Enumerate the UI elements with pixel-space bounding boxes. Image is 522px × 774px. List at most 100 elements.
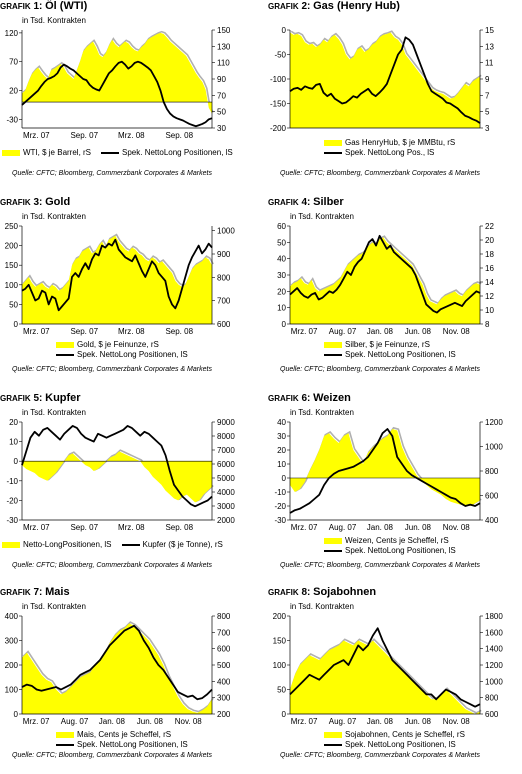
left-tick-label: 0 bbox=[282, 26, 287, 35]
unit-label: in Tsd. Kontrakten bbox=[22, 212, 86, 221]
legend-entry: Spek. NettoLong Positionen, lS bbox=[101, 148, 233, 157]
unit-label: in Tsd. Kontrakten bbox=[290, 212, 354, 221]
chart-panel-3: GRAFIK 3: Gold in Tsd. Kontrakten 0 50 100… bbox=[0, 196, 248, 384]
legend-label: Netto-LongPositionen, lS bbox=[23, 540, 112, 549]
chart-panel-4: GRAFIK 4: Silber in Tsd. Kontrakten 0 10 2… bbox=[268, 196, 516, 384]
x-tick-label: Mrz. 07 bbox=[23, 717, 50, 726]
right-tick-label: 600 bbox=[217, 645, 231, 654]
chart-svg: 0 100 200 300 400 200 300 400 500 600 700 800 Mrz. 0… bbox=[5, 612, 231, 726]
positions-line bbox=[289, 234, 481, 314]
x-tick-label: Sep. 08 bbox=[165, 523, 193, 532]
right-tick-label: 5 bbox=[485, 108, 490, 117]
x-tick-label: Mrz. 08 bbox=[118, 131, 145, 140]
legend-entry: Spek. NettoLong Positionen, lS bbox=[324, 546, 456, 556]
price-area bbox=[290, 237, 480, 324]
right-tick-label: 1000 bbox=[217, 227, 235, 236]
legend: Weizen, Cents je Scheffel, rS Spek. Netto… bbox=[324, 536, 456, 556]
chart-title: GRAFIK 1: Öl (WTI) bbox=[0, 0, 88, 12]
legend-entry: Netto-LongPositionen, lS bbox=[2, 540, 112, 549]
x-tick-label: Jun. 08 bbox=[137, 717, 164, 726]
legend-swatch-area bbox=[324, 341, 342, 348]
chart-title: GRAFIK 4: Silber bbox=[268, 196, 344, 208]
right-tick-label: 8000 bbox=[217, 432, 235, 441]
x-tick-label: Mrz. 08 bbox=[118, 523, 145, 532]
legend-swatch-line bbox=[56, 743, 74, 746]
left-tick-label: 60 bbox=[277, 222, 286, 231]
right-tick-label: 3 bbox=[485, 124, 490, 133]
unit-label: in Tsd. Kontrakten bbox=[22, 408, 86, 417]
right-tick-label: 6000 bbox=[217, 460, 235, 469]
right-tick-label: 900 bbox=[217, 250, 231, 259]
left-tick-label: 100 bbox=[5, 281, 19, 290]
left-tick-label: 100 bbox=[5, 686, 19, 695]
x-tick-label: Mrz. 07 bbox=[291, 717, 318, 726]
right-tick-label: 14 bbox=[485, 278, 494, 287]
left-tick-label: 120 bbox=[5, 29, 19, 38]
price-area bbox=[22, 451, 212, 503]
x-tick-label: Jan. 08 bbox=[367, 327, 394, 336]
price-area bbox=[22, 235, 212, 324]
legend-label: WTI, $ je Barrel, rS bbox=[23, 148, 92, 157]
x-tick-label: Aug. 07 bbox=[329, 523, 357, 532]
chart-title: GRAFIK 7: Mais bbox=[0, 586, 70, 598]
legend-entry: Spek. NettoLong Positionen, lS bbox=[56, 350, 188, 360]
left-tick-label: -10 bbox=[6, 477, 18, 486]
right-tick-label: 5000 bbox=[217, 474, 235, 483]
right-tick-label: 600 bbox=[485, 492, 499, 501]
positions-line bbox=[289, 428, 481, 514]
left-tick-label: 200 bbox=[5, 661, 19, 670]
left-tick-label: 50 bbox=[277, 686, 286, 695]
x-tick-label: Nov. 08 bbox=[443, 327, 471, 336]
chart-svg: -30 -20 -10 0 10 20 2000 3000 4000 5000 6000 7000 80… bbox=[6, 418, 235, 532]
right-tick-label: 90 bbox=[217, 75, 226, 84]
right-tick-label: 2000 bbox=[217, 516, 235, 525]
right-tick-label: 1200 bbox=[485, 418, 503, 427]
legend-swatch-area bbox=[56, 731, 74, 738]
right-tick-label: 1200 bbox=[485, 661, 503, 670]
legend-swatch-area bbox=[56, 341, 74, 348]
price-area bbox=[22, 32, 212, 114]
legend-swatch-line bbox=[324, 151, 342, 154]
legend-entry: Spek. NettoLong Positionen, lS bbox=[56, 740, 188, 750]
chart-panel-1: GRAFIK 1: Öl (WTI) in Tsd. Kontrakten -3… bbox=[0, 0, 248, 188]
right-tick-label: 7 bbox=[485, 91, 490, 100]
legend-label: Spek. NettoLong Positionen, lS bbox=[345, 350, 456, 359]
x-tick-label: Jan. 08 bbox=[99, 717, 126, 726]
right-tick-label: 400 bbox=[485, 516, 499, 525]
left-tick-label: -20 bbox=[6, 496, 18, 505]
x-tick-label: Nov. 08 bbox=[443, 717, 471, 726]
chart-panel-5: GRAFIK 5: Kupfer in Tsd. Kontrakten -30-… bbox=[0, 392, 248, 580]
x-tick-label: Jun. 08 bbox=[405, 523, 432, 532]
left-tick-label: 20 bbox=[277, 287, 286, 296]
chart-svg: -200 -150 -100 -50 0 3 5 7 9 11 13 15 bbox=[270, 26, 494, 133]
right-tick-label: 400 bbox=[217, 677, 231, 686]
legend-label: Spek. NettoLong Positionen, lS bbox=[345, 740, 456, 749]
legend-label: Spek. NettoLong Pos., lS bbox=[345, 148, 435, 157]
legend-entry: Gold, $ je Feinunze, rS bbox=[56, 340, 188, 350]
legend: Sojabohnen, Cents je Scheffel, rS Spek. N… bbox=[324, 730, 465, 750]
chart-panel-8: GRAFIK 8: Sojabohnen in Tsd. Kontrakten … bbox=[268, 586, 516, 774]
left-tick-label: 0 bbox=[282, 474, 287, 483]
legend-swatch-line bbox=[121, 543, 140, 546]
source-note: Quelle: CFTC; Bloomberg, Commerzbank Cor… bbox=[12, 562, 212, 569]
legend: Silber, $ je Feinunze, rS Spek. NettoLong… bbox=[324, 340, 456, 360]
legend-label: Kupfer ($ je Tonne), rS bbox=[142, 540, 223, 549]
left-tick-label: -200 bbox=[270, 124, 287, 133]
legend-swatch-area bbox=[324, 731, 342, 738]
legend-entry: Spek. NettoLong Pos., lS bbox=[324, 148, 455, 158]
price-shadow-line bbox=[22, 30, 214, 113]
price-shadow-line bbox=[22, 233, 214, 291]
positions-line bbox=[21, 60, 213, 128]
right-tick-label: 3000 bbox=[217, 502, 235, 511]
right-tick-label: 4000 bbox=[217, 488, 235, 497]
x-tick-label: Aug. 07 bbox=[329, 327, 357, 336]
chart-svg: -30 -20 -10 0 10 20 30 40 400 600 800 1000 1200 Mrz. … bbox=[274, 418, 503, 532]
chart-panel-6: GRAFIK 6: Weizen in Tsd. Kontrakten -30-… bbox=[268, 392, 516, 580]
legend-swatch-line bbox=[56, 353, 74, 356]
left-tick-label: 20 bbox=[9, 87, 18, 96]
left-tick-label: -10 bbox=[274, 488, 286, 497]
x-tick-label: Nov. 08 bbox=[175, 717, 203, 726]
legend-label: Spek. NettoLong Positionen, lS bbox=[77, 350, 188, 359]
left-tick-label: 300 bbox=[5, 637, 19, 646]
right-tick-label: 800 bbox=[217, 612, 231, 621]
